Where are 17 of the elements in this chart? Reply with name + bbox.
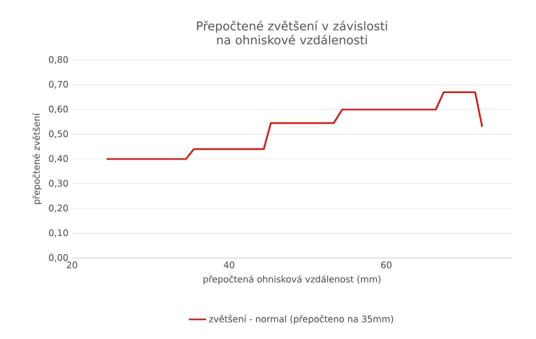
y-tick-label: 0,60 — [49, 106, 68, 114]
y-tick-label: 0,50 — [49, 130, 68, 138]
legend-label: zvětšení - normal (přepočteno na 35mm) — [209, 315, 394, 324]
y-tick-label: 0,30 — [49, 180, 68, 188]
x-axis-title: přepočtená ohnisková vzdálenost (mm) — [204, 275, 380, 284]
x-tick-label: 60 — [381, 262, 392, 268]
x-tick-label: 40 — [224, 262, 234, 268]
y-tick-label: 0,10 — [49, 229, 68, 238]
y-tick-label: 0,70 — [49, 80, 68, 89]
y-tick-label: 0,40 — [49, 155, 68, 163]
line-series — [106, 91, 483, 160]
y-tick-label: 0,00 — [49, 254, 68, 262]
y-tick-label: 0,20 — [49, 204, 68, 212]
y-tick-label: 0,80 — [49, 56, 68, 64]
y-axis-title: přepočtené zvětšení — [32, 112, 42, 204]
x-tick-label: 20 — [66, 262, 78, 268]
chart-title: Přepočtené zvětšení v závislosti na ohniskové vzdálenosti — [197, 20, 387, 44]
